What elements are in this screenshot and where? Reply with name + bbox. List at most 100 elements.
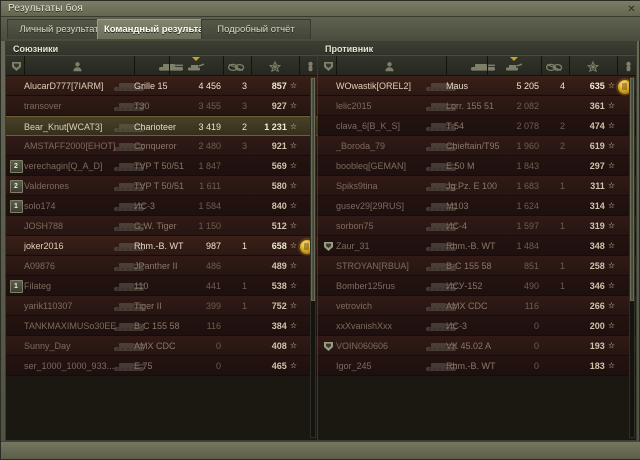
xp-value: 538 ☆ (271, 281, 297, 291)
table-row[interactable]: 2 Valderones TVP T 50/51 1 611 580 ☆ (6, 176, 317, 196)
table-row[interactable]: ser_1000_1000_933... E 75 0 465 ☆ (6, 356, 317, 376)
title-bar[interactable]: Результаты боя ✕ (1, 1, 640, 17)
xp-value: 311 ☆ (590, 181, 615, 191)
column-header-damage-icon[interactable] (169, 56, 221, 76)
frags-value (223, 256, 247, 276)
table-row[interactable]: 2 verechagin[Q_A_D] TVP T 50/51 1 847 569 ☆ (6, 156, 317, 176)
frags-value (541, 196, 565, 216)
vehicle-silhouette-icon (112, 158, 146, 174)
player-name: yarik110307 (24, 301, 73, 311)
scrollbar-thumb-allies[interactable] (311, 78, 315, 301)
table-row[interactable]: yarik110307 Tiger II 399 1 752 ☆ (6, 296, 317, 316)
scrollbar-enemies[interactable] (629, 77, 635, 438)
table-row[interactable]: 1 solo174 ИС-3 1 584 840 ☆ (6, 196, 317, 216)
sort-descending-icon (509, 57, 518, 61)
team-allies-title: Союзники (13, 43, 59, 54)
xp-star-icon: ☆ (289, 141, 297, 150)
row-badge-empty (320, 116, 336, 136)
row-badge-empty (320, 216, 336, 236)
damage-value: 1 624 (516, 201, 539, 211)
column-header-clan-icon[interactable] (320, 56, 336, 76)
table-row[interactable]: Spiks9tina Jg.Pz. E 100 1 683 1 311 ☆ (318, 176, 636, 196)
xp-star-icon: ☆ (289, 241, 297, 250)
xp-value: 183 ☆ (589, 361, 615, 371)
table-row[interactable]: VOIN060606 VK 45.02 A 0 193 ☆ (318, 336, 636, 356)
table-row[interactable]: lelic2015 Lorr. 155 51 2 082 361 ☆ (318, 96, 636, 116)
damage-value: 3 455 (198, 101, 221, 111)
xp-star-icon: ☆ (607, 261, 615, 270)
table-row[interactable]: Zaur_31 Rhm.-B. WT 1 484 348 ☆ (318, 236, 636, 256)
table-row[interactable]: WOwastik[OREL2] Maus 5 205 4 635 ☆ (318, 76, 636, 96)
table-row[interactable]: 1 Filateg 110 441 1 538 ☆ (6, 276, 317, 296)
table-row[interactable]: Sunny_Day AMX CDC 0 408 ☆ (6, 336, 317, 356)
table-row[interactable]: gusev29[29RUS] M103 1 624 314 ☆ (318, 196, 636, 216)
table-row[interactable]: STROYAN[RBUA] B-C 155 58 851 1 258 ☆ (318, 256, 636, 276)
column-header-damage-icon[interactable] (487, 56, 539, 76)
close-icon[interactable]: ✕ (627, 4, 636, 15)
damage-value: 3 419 (198, 122, 221, 132)
xp-star-icon: ☆ (607, 121, 615, 130)
column-header-frags-icon[interactable] (541, 56, 565, 76)
damage-value: 1 683 (516, 181, 539, 191)
player-name: JOSH788 (24, 221, 64, 231)
column-header-player-icon[interactable] (336, 56, 442, 76)
frags-value (223, 356, 247, 376)
table-row[interactable]: JOSH788 G.W. Tiger 1 150 512 ☆ (6, 216, 317, 236)
vehicle-name: B-C 155 58 (446, 261, 492, 271)
player-rows-enemies: WOwastik[OREL2] Maus 5 205 4 635 ☆ lelic2015 Lo… (318, 76, 636, 376)
tab-detailed-report[interactable]: Подробный отчёт (201, 19, 311, 39)
table-row[interactable]: Bomber125rus ИСУ-152 490 1 346 ☆ (318, 276, 636, 296)
table-row[interactable]: joker2016 Rhm.-B. WT 987 1 658 ☆ (6, 236, 317, 256)
column-header-medals-icon[interactable] (299, 56, 321, 76)
row-badge-empty (8, 336, 24, 356)
vehicle-silhouette-icon (112, 338, 146, 354)
table-row[interactable]: transover T30 3 455 3 927 ☆ (6, 96, 317, 116)
column-header-frags-icon[interactable] (223, 56, 247, 76)
xp-value: 266 ☆ (589, 301, 615, 311)
xp-star-icon: ☆ (607, 81, 615, 90)
table-row[interactable]: clava_6[B_K_S] T-54 2 078 2 474 ☆ (318, 116, 636, 136)
row-badge-empty (320, 256, 336, 276)
row-badge-empty (8, 316, 24, 336)
table-row[interactable]: A09876 JPanther II 486 489 ☆ (6, 256, 317, 276)
table-row[interactable]: AMSTAFF2000[EHOT] Conqueror 2 480 3 921 ☆ (6, 136, 317, 156)
vehicle-silhouette-icon (424, 318, 458, 334)
row-badge-empty (320, 76, 336, 96)
xp-star-icon: ☆ (289, 122, 297, 131)
xp-value: 258 ☆ (589, 261, 615, 271)
table-row[interactable]: Bear_Knut[WCAT3] Charioteer 3 419 2 1 231 ☆ (6, 116, 317, 136)
frags-value: 1 (241, 241, 247, 251)
table-row[interactable]: sorbon75 ИС-4 1 597 1 319 ☆ (318, 216, 636, 236)
table-row[interactable]: vetrovich AMX CDC 116 266 ☆ (318, 296, 636, 316)
tab-personal-result[interactable]: Личный результат (7, 19, 111, 39)
vehicle-silhouette-icon (424, 98, 458, 114)
xp-star-icon: ☆ (607, 201, 615, 210)
scrollbar-thumb-enemies[interactable] (630, 78, 634, 301)
row-badge-empty (320, 296, 336, 316)
team-allies-header: Союзники (6, 42, 317, 56)
sort-descending-icon (191, 57, 200, 61)
frags-value (541, 316, 565, 336)
vehicle-name: ИС-3 (446, 321, 467, 331)
column-header-xp-icon[interactable] (251, 56, 297, 76)
column-header-player-icon[interactable] (24, 56, 130, 76)
scrollbar-allies[interactable] (310, 77, 316, 438)
tab-team-result[interactable]: Командный результат (97, 19, 215, 39)
vehicle-silhouette-icon (112, 298, 146, 314)
vehicle-silhouette-icon (112, 358, 146, 374)
column-header-vehicle-icon[interactable] (446, 56, 518, 76)
table-row[interactable]: AlucarD777[7IARM] Grille 15 4 456 3 857 ☆ (6, 76, 317, 96)
table-row[interactable]: _Boroda_79 Chieftain/T95 1 960 2 619 ☆ (318, 136, 636, 156)
column-header-clan-icon[interactable] (8, 56, 24, 76)
column-header-xp-icon[interactable] (569, 56, 615, 76)
xp-value: 200 ☆ (589, 321, 615, 331)
table-row[interactable]: Igor_245 Rhm.-B. WT 0 183 ☆ (318, 356, 636, 376)
table-row[interactable]: TANKMAXIMUSo30EE B-C 155 58 116 384 ☆ (6, 316, 317, 336)
table-row[interactable]: boobleq[GEMAN] E 50 M 1 843 297 ☆ (318, 156, 636, 176)
vehicle-name: Maus (446, 81, 469, 91)
column-header-vehicle-icon[interactable] (134, 56, 206, 76)
column-header-medals-icon[interactable] (617, 56, 636, 76)
table-row[interactable]: xxXvanishXxx ИС-3 0 200 ☆ (318, 316, 636, 336)
team-enemies-title: Противник (325, 43, 374, 54)
damage-value: 0 (215, 361, 221, 371)
